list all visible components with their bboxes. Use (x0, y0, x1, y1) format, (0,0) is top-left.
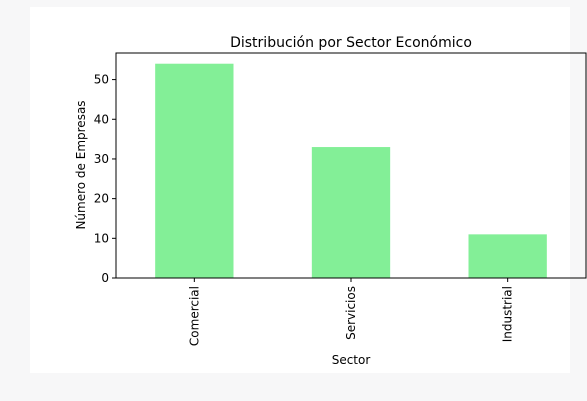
x-tick-label: Comercial (187, 286, 201, 346)
y-tick-label: 30 (94, 152, 109, 166)
y-tick-label: 0 (101, 271, 109, 285)
chart-card: Distribución por Sector Económico 0 10 20 3… (30, 7, 587, 373)
x-axis-ticks: Comercial Servicios Industrial (187, 278, 515, 346)
plot-area-frame (115, 52, 587, 279)
x-tick-label: Industrial (501, 286, 515, 342)
y-tick-label: 50 (94, 73, 109, 87)
y-axis-ticks: 0 10 20 30 40 50 (94, 73, 116, 285)
y-tick-label: 40 (94, 112, 109, 126)
x-axis-title: Sector (332, 353, 371, 367)
bar-comercial (155, 63, 234, 278)
bar-servicios (311, 147, 391, 278)
bar-chart: Distribución por Sector Económico 0 10 20 3… (74, 35, 587, 367)
bars-group (155, 63, 547, 278)
bar-industrial (468, 234, 547, 278)
x-tick-label: Servicios (344, 286, 358, 340)
y-tick-label: 20 (94, 192, 109, 206)
chart-title: Distribución por Sector Económico (230, 35, 472, 51)
y-tick-label: 10 (94, 231, 109, 245)
y-axis-title: Número de Empresas (74, 100, 88, 229)
